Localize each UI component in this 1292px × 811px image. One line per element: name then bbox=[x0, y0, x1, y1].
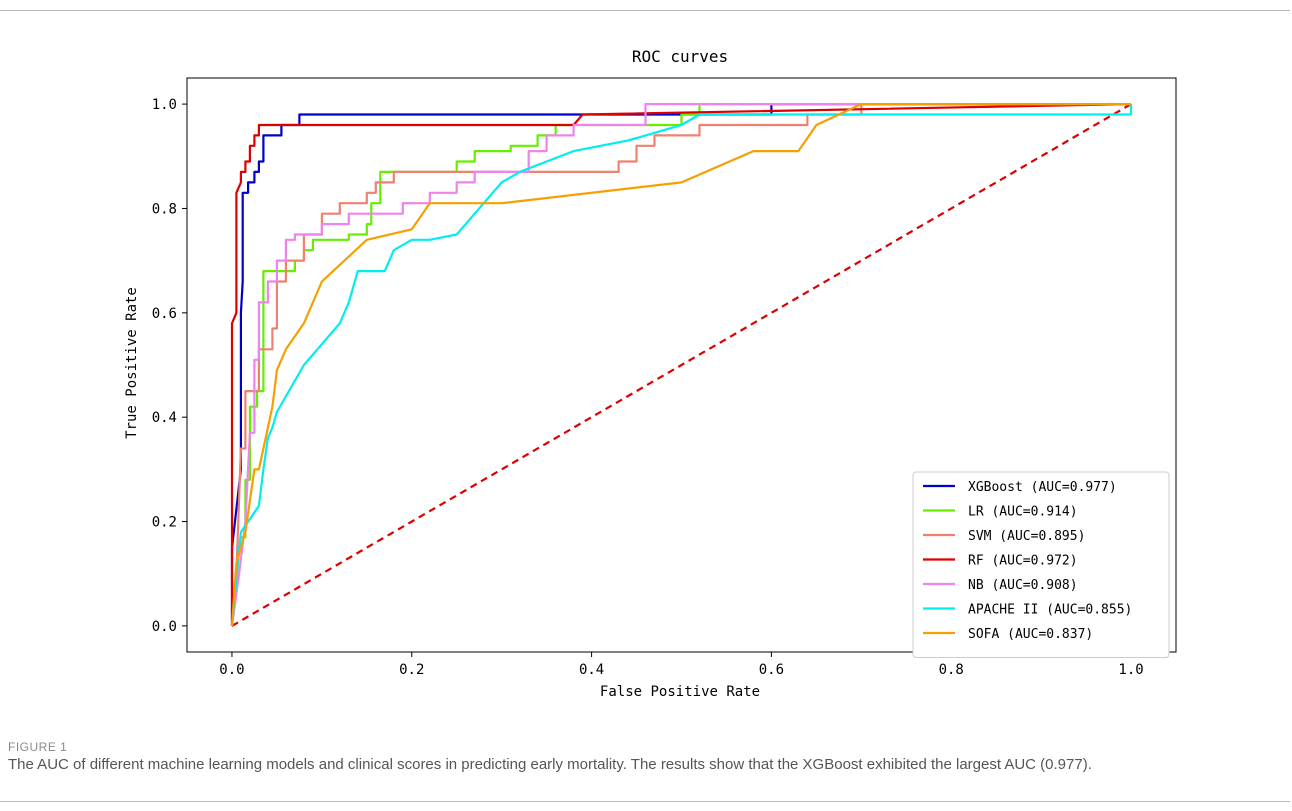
legend-entry: RF (AUC=0.972) bbox=[968, 554, 1078, 569]
legend-entry: XGBoost (AUC=0.977) bbox=[968, 480, 1117, 495]
axes: 0.0 0.2 0.4 0.6 0.8 1.0 0.0 0.2 0.4 0.6 0.8 1.0 bbox=[152, 77, 1177, 678]
chart-title: ROC curves bbox=[632, 47, 728, 66]
legend-entry: SOFA (AUC=0.837) bbox=[968, 627, 1093, 642]
roc-line-xgboost bbox=[230, 102, 1131, 626]
x-tick-label: 0.4 bbox=[579, 662, 604, 678]
roc-line-svm bbox=[230, 102, 1131, 626]
figure-label: FIGURE 1 bbox=[8, 740, 68, 754]
x-tick-label: 0.0 bbox=[219, 662, 244, 678]
roc-line-apache bbox=[230, 104, 1133, 627]
y-tick-label: 1.0 bbox=[152, 97, 177, 113]
legend-box bbox=[912, 471, 1170, 658]
x-tick-label: 0.8 bbox=[939, 662, 964, 678]
x-tick-label: 0.2 bbox=[399, 662, 424, 678]
y-tick-label: 0.8 bbox=[152, 201, 177, 217]
x-tick-label: 0.6 bbox=[759, 662, 784, 678]
figure-frame bbox=[0, 10, 1290, 802]
roc-line-sofa bbox=[230, 102, 1131, 626]
chance-diagonal-line bbox=[231, 103, 1132, 627]
legend-entry: APACHE II (AUC=0.855) bbox=[968, 603, 1132, 618]
y-axis-label: True Positive Rate bbox=[124, 287, 140, 439]
legend-entry: NB (AUC=0.908) bbox=[968, 578, 1078, 593]
y-tick-label: 0.4 bbox=[152, 410, 177, 426]
y-tick-label: 0.2 bbox=[152, 515, 177, 531]
legend: XGBoost (AUC=0.977) LR (AUC=0.914) SVM (AU… bbox=[912, 471, 1170, 658]
x-tick-label: 1.0 bbox=[1118, 662, 1143, 678]
roc-chart: ROC curves 0.0 0.2 0.4 0.6 0.8 1.00.00.20.40.… bbox=[124, 47, 1177, 700]
roc-line-rf bbox=[230, 103, 1132, 626]
y-tick-label: 0.0 bbox=[152, 619, 177, 635]
legend-entry: LR (AUC=0.914) bbox=[968, 505, 1078, 520]
y-tick-label: 0.6 bbox=[152, 306, 177, 322]
plot-frame bbox=[186, 77, 1177, 653]
x-axis-label: False Positive Rate bbox=[600, 684, 760, 700]
roc-lines bbox=[230, 102, 1133, 627]
legend-entry: SVM (AUC=0.895) bbox=[968, 529, 1085, 544]
roc-line-nb bbox=[230, 102, 1131, 627]
figure-caption: The AUC of different machine learning mo… bbox=[8, 756, 1092, 773]
